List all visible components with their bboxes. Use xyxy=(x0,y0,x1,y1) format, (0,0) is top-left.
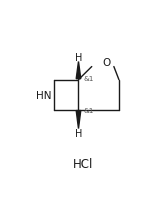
Polygon shape xyxy=(76,62,81,79)
Text: &1: &1 xyxy=(84,76,94,82)
Text: H: H xyxy=(75,128,82,138)
Text: H: H xyxy=(75,53,82,63)
Polygon shape xyxy=(76,111,81,129)
Text: HN: HN xyxy=(36,90,52,100)
Text: &1: &1 xyxy=(84,108,94,114)
Text: HCl: HCl xyxy=(73,157,94,170)
Text: O: O xyxy=(103,58,111,68)
